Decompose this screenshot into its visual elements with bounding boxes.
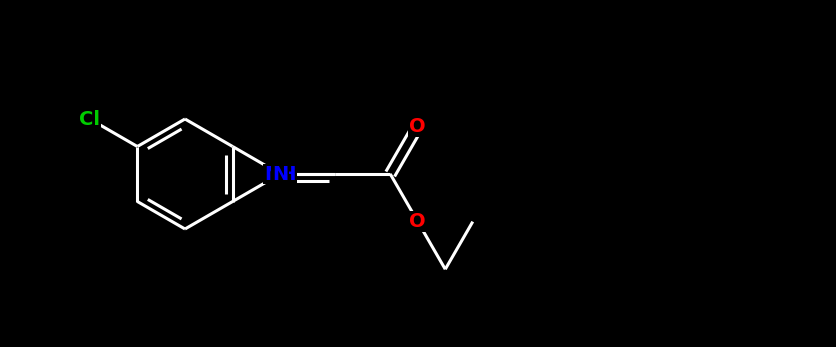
Text: O: O [410,117,426,136]
Text: N: N [273,164,288,184]
Text: NH: NH [264,164,297,184]
Text: Cl: Cl [79,110,100,128]
Text: O: O [410,212,426,231]
